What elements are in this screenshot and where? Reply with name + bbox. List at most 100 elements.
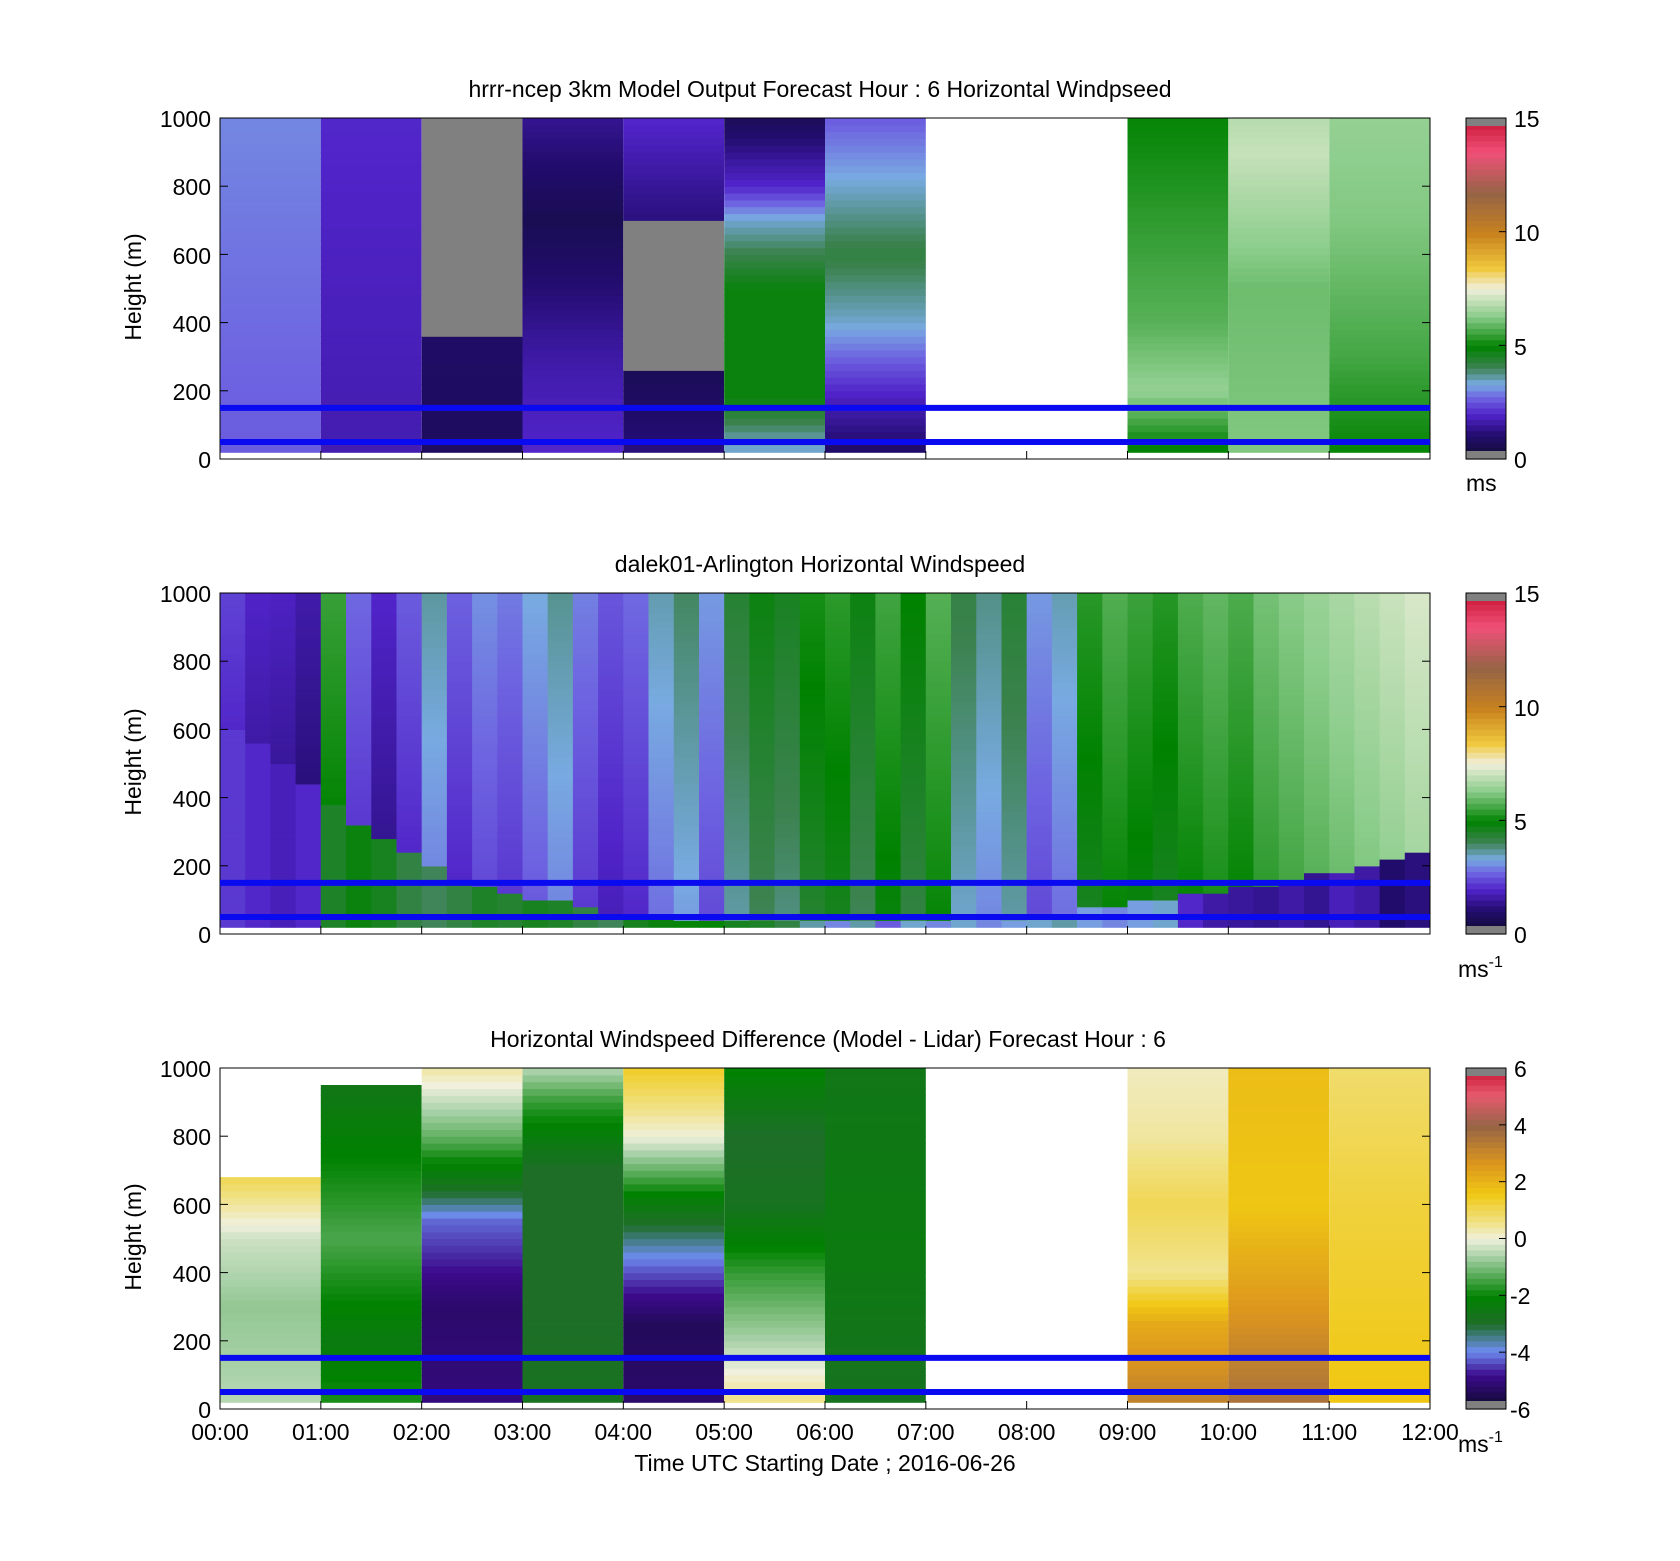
heatmap-cell — [1278, 695, 1305, 703]
heatmap-cell — [900, 906, 927, 915]
heatmap-cell — [1127, 309, 1229, 317]
heatmap-cell — [1152, 865, 1179, 874]
heatmap-cell — [572, 695, 599, 703]
colorbar-swatch — [1466, 689, 1506, 696]
heatmap-cell — [623, 1115, 725, 1124]
colorbar-swatch — [1466, 436, 1506, 443]
heatmap-cell — [1329, 1190, 1430, 1199]
heatmap-cell — [1228, 1122, 1330, 1130]
heatmap-cell — [396, 715, 423, 724]
heatmap-cell — [1152, 633, 1179, 642]
heatmap-cell — [1304, 613, 1330, 621]
heatmap-cell — [774, 790, 801, 799]
heatmap-cell — [1278, 702, 1305, 710]
heatmap-cell — [976, 845, 1002, 853]
heatmap-cell — [1228, 247, 1330, 255]
heatmap-cell — [1228, 777, 1254, 785]
heatmap-cell — [547, 845, 574, 853]
heatmap-cell — [497, 770, 523, 778]
heatmap-cell — [1127, 647, 1154, 655]
heatmap-cell — [724, 329, 825, 337]
heatmap-cell — [396, 599, 423, 608]
heatmap-cell — [245, 852, 271, 860]
heatmap-cell — [951, 865, 977, 874]
heatmap-cell — [850, 736, 876, 744]
heatmap-cell — [623, 281, 725, 290]
heatmap-cell — [598, 647, 624, 655]
heatmap-cell — [220, 1334, 321, 1342]
heatmap-cell — [220, 274, 321, 283]
heatmap-cell — [320, 906, 347, 915]
heatmap-cell — [648, 620, 675, 628]
heatmap-cell — [1329, 445, 1430, 453]
heatmap-cell — [976, 920, 1002, 928]
heatmap-cell — [1329, 627, 1355, 635]
heatmap-cell — [220, 1272, 321, 1280]
heatmap-cell — [1102, 770, 1128, 778]
heatmap-cell — [547, 859, 574, 867]
heatmap-cell — [1203, 606, 1229, 614]
heatmap-cell — [220, 1327, 321, 1335]
heatmap-cell — [270, 695, 296, 703]
heatmap-cell — [320, 593, 347, 601]
heatmap-cell — [421, 1252, 523, 1260]
heatmap-cell — [1001, 770, 1028, 778]
heatmap-cell — [825, 627, 851, 635]
heatmap-cell — [1379, 845, 1406, 853]
heatmap-cell — [951, 859, 977, 867]
heatmap-cell — [900, 702, 927, 710]
colorbar-swatch — [1466, 248, 1506, 255]
heatmap-cell — [1404, 661, 1431, 669]
heatmap-cell — [699, 852, 725, 860]
heatmap-cell — [295, 872, 322, 880]
heatmap-cell — [648, 818, 675, 826]
heatmap-cell — [1127, 1340, 1229, 1349]
heatmap-cell — [1329, 647, 1355, 655]
heatmap-cell — [396, 593, 423, 601]
heatmap-cell — [1203, 681, 1229, 690]
heatmap-cell — [598, 599, 624, 608]
heatmap-cell — [900, 654, 927, 662]
heatmap-cell — [1329, 349, 1430, 358]
heatmap-cell — [951, 906, 977, 915]
heatmap-cell — [774, 593, 801, 601]
heatmap-cell — [270, 715, 296, 724]
heatmap-cell — [522, 384, 624, 392]
heatmap-cell — [522, 220, 624, 228]
heatmap-cell — [245, 708, 271, 717]
heatmap-cell — [1228, 336, 1330, 344]
heatmap-cell — [1329, 322, 1430, 330]
colorbar-swatch — [1466, 905, 1506, 912]
heatmap-cell — [875, 613, 901, 621]
heatmap-cell — [724, 906, 750, 915]
heatmap-cell — [245, 838, 271, 846]
heatmap-cell — [1001, 865, 1028, 874]
heatmap-cell — [547, 804, 574, 812]
panel-lidar-colorbar — [1465, 592, 1507, 935]
heatmap-cell — [724, 1299, 825, 1308]
heatmap-cell — [320, 309, 422, 317]
heatmap-cell — [220, 281, 321, 290]
heatmap-cell — [446, 627, 473, 635]
heatmap-cell — [1404, 845, 1431, 853]
heatmap-cell — [1228, 784, 1254, 792]
heatmap-cell — [1228, 193, 1330, 201]
heatmap-cell — [825, 1272, 926, 1280]
heatmap-cell — [1278, 708, 1305, 717]
heatmap-cell — [1379, 865, 1406, 874]
heatmap-cell — [724, 695, 750, 703]
heatmap-cell — [1278, 599, 1305, 608]
heatmap-cell — [1102, 599, 1128, 608]
heatmap-cell — [1127, 213, 1229, 221]
heatmap-cell — [1228, 695, 1254, 703]
heatmap-cell — [623, 818, 649, 826]
heatmap-cell — [421, 688, 448, 696]
heatmap-cell — [699, 668, 725, 676]
heatmap-cell — [1127, 886, 1154, 894]
heatmap-cell — [1278, 606, 1305, 614]
heatmap-cell — [446, 743, 473, 751]
heatmap-cell — [1026, 702, 1053, 710]
heatmap-cell — [522, 736, 549, 744]
heatmap-cell — [1379, 790, 1406, 799]
heatmap-cell — [1127, 831, 1154, 840]
